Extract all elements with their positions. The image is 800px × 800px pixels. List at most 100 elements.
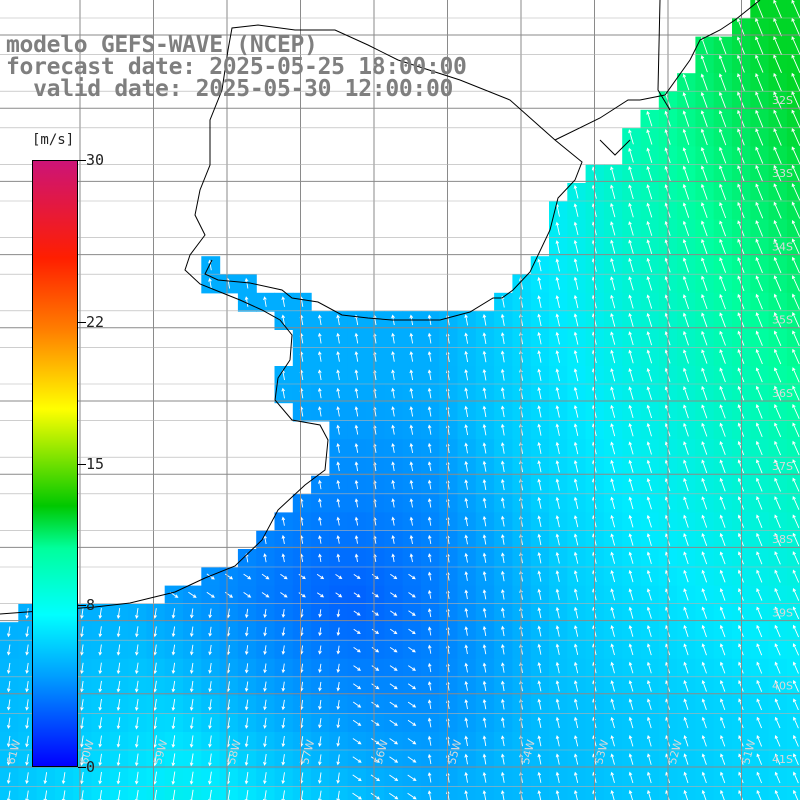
wind-arrow — [720, 753, 726, 765]
wind-arrow — [774, 643, 781, 656]
latitude-label: 32S — [772, 94, 793, 107]
wind-cell — [622, 786, 642, 800]
wind-arrow — [98, 608, 103, 619]
wind-arrow — [244, 699, 249, 711]
wind-arrow — [464, 571, 469, 581]
longitude-label: 55W — [445, 738, 464, 766]
wind-cell — [786, 329, 800, 349]
wind-arrow — [244, 717, 249, 729]
wind-arrow — [208, 644, 212, 656]
wind-arrow — [354, 498, 359, 508]
wind-cell — [512, 786, 532, 800]
wind-arrow — [537, 276, 542, 290]
wind-arrow — [354, 442, 359, 453]
wind-arrow — [628, 661, 634, 674]
wind-arrow — [791, 164, 800, 183]
wind-arrow — [555, 240, 560, 254]
wind-arrow — [427, 681, 432, 691]
wind-arrow — [573, 570, 579, 583]
wind-arrow — [646, 367, 653, 382]
wind-arrow — [370, 792, 381, 800]
wind-arrow — [354, 424, 359, 435]
wind-arrow — [774, 477, 781, 492]
wind-arrow — [353, 592, 361, 598]
wind-arrow — [208, 753, 212, 767]
wind-arrow — [791, 91, 800, 110]
wind-arrow — [263, 699, 267, 711]
wind-cell — [786, 311, 800, 330]
wind-arrow — [6, 699, 11, 711]
wind-arrow — [281, 609, 286, 618]
wind-cell — [786, 475, 800, 495]
wind-arrow — [482, 534, 487, 545]
colorbar-tick — [78, 463, 86, 465]
wind-cell — [786, 36, 800, 56]
wind-arrow — [573, 753, 579, 765]
wind-arrow — [628, 441, 634, 455]
wind-arrow — [391, 516, 395, 526]
wind-arrow — [720, 735, 726, 747]
wind-arrow — [409, 442, 414, 453]
wind-arrow — [610, 294, 616, 309]
wind-arrow — [573, 496, 579, 510]
wind-arrow — [281, 772, 285, 785]
wind-arrow — [464, 479, 469, 490]
wind-arrow — [408, 665, 416, 671]
wind-arrow — [482, 570, 487, 582]
wind-arrow — [773, 0, 782, 19]
wind-arrow — [537, 643, 542, 655]
wind-arrow — [464, 442, 468, 454]
wind-arrow — [646, 441, 652, 455]
wind-arrow — [153, 626, 157, 638]
wind-arrow — [500, 460, 505, 472]
wind-arrow — [555, 295, 560, 308]
wind-arrow — [263, 717, 267, 729]
wind-arrow — [389, 774, 399, 782]
wind-arrow — [263, 553, 267, 563]
wind-arrow — [407, 774, 417, 782]
wind-arrow — [628, 533, 634, 546]
colorbar-units: [m/s] — [32, 132, 75, 148]
wind-arrow — [482, 350, 487, 363]
wind-arrow — [336, 645, 341, 655]
wind-arrow — [371, 628, 380, 635]
wind-arrow — [281, 387, 286, 399]
wind-arrow — [792, 698, 799, 711]
wind-arrow — [610, 441, 616, 455]
wind-arrow — [61, 772, 66, 785]
wind-arrow — [573, 184, 579, 199]
wind-arrow — [98, 699, 102, 711]
wind-arrow — [336, 700, 341, 710]
wind-arrow — [646, 588, 652, 601]
wind-arrow — [610, 753, 615, 765]
wind-arrow — [6, 662, 11, 674]
wind-arrow — [134, 662, 139, 675]
wind-arrow — [555, 533, 560, 546]
wind-arrow — [427, 571, 432, 581]
wind-arrow — [555, 441, 560, 455]
wind-arrow — [353, 610, 361, 616]
wind-arrow — [628, 367, 634, 382]
wind-arrow — [682, 73, 690, 91]
border-river — [554, 99, 640, 156]
wind-arrow — [628, 276, 634, 291]
colorbar-tick — [78, 160, 86, 161]
wind-arrow — [80, 608, 84, 619]
wind-arrow — [573, 551, 579, 564]
wind-arrow — [537, 386, 542, 400]
wind-arrow — [537, 533, 542, 546]
wind-arrow — [354, 479, 359, 490]
wind-arrow — [573, 313, 579, 327]
wind-arrow — [700, 165, 708, 182]
wind-arrow — [208, 735, 212, 748]
wind-arrow — [701, 496, 708, 510]
wind-arrow — [719, 441, 726, 455]
wind-arrow — [389, 738, 399, 745]
wind-arrow — [318, 681, 322, 692]
wind-arrow — [263, 681, 267, 692]
wind-arrow — [683, 735, 689, 747]
wind-arrow — [719, 624, 726, 638]
wind-cell — [786, 237, 800, 257]
wind-arrow — [573, 203, 579, 217]
wind-arrow — [628, 606, 634, 619]
